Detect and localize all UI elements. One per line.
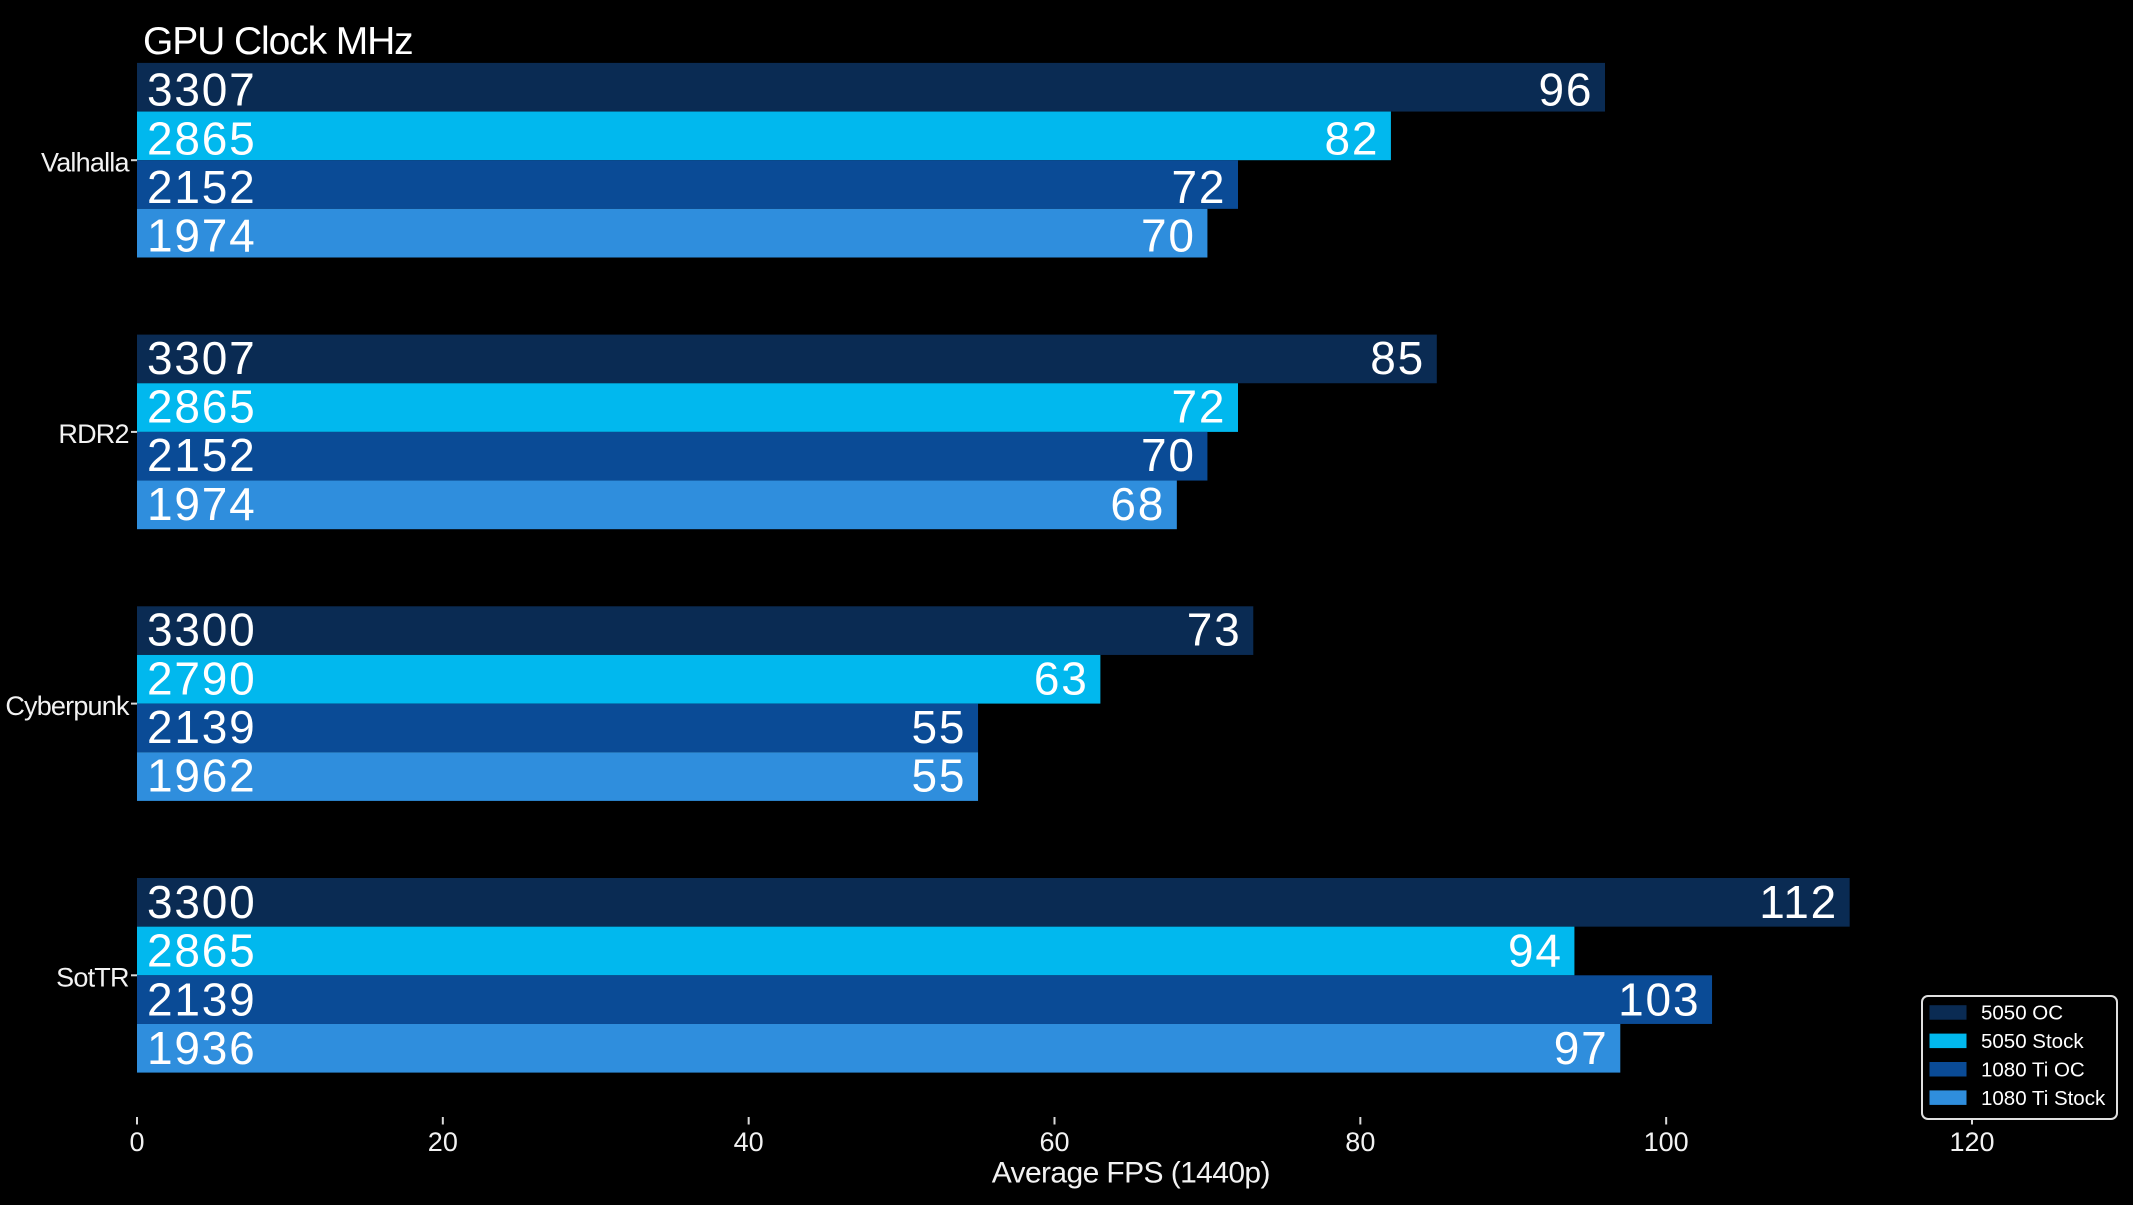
svg-text:3307: 3307 <box>147 64 257 116</box>
svg-text:5050 OC: 5050 OC <box>1981 1002 2063 1025</box>
svg-text:70: 70 <box>1141 429 1196 481</box>
svg-text:40: 40 <box>734 1127 764 1157</box>
svg-text:2790: 2790 <box>147 652 257 704</box>
svg-text:112: 112 <box>1759 876 1838 928</box>
svg-text:20: 20 <box>428 1127 458 1157</box>
svg-text:55: 55 <box>912 750 967 802</box>
svg-text:73: 73 <box>1187 604 1242 656</box>
svg-text:Average FPS (1440p): Average FPS (1440p) <box>992 1157 1270 1190</box>
svg-text:2152: 2152 <box>147 429 257 481</box>
svg-text:3307: 3307 <box>147 332 257 384</box>
svg-text:82: 82 <box>1324 112 1379 164</box>
svg-text:103: 103 <box>1618 973 1700 1025</box>
svg-text:2139: 2139 <box>147 973 257 1025</box>
svg-text:60: 60 <box>1039 1127 1069 1157</box>
svg-text:SotTR: SotTR <box>56 963 129 993</box>
svg-text:68: 68 <box>1110 478 1165 530</box>
svg-text:63: 63 <box>1034 652 1089 704</box>
svg-text:3300: 3300 <box>147 604 257 656</box>
svg-text:2152: 2152 <box>147 161 257 213</box>
svg-text:1962: 1962 <box>147 750 257 802</box>
svg-text:94: 94 <box>1508 925 1563 977</box>
svg-text:1080 Ti OC: 1080 Ti OC <box>1981 1058 2085 1081</box>
svg-text:2865: 2865 <box>147 925 257 977</box>
svg-text:2139: 2139 <box>147 701 257 753</box>
svg-text:72: 72 <box>1172 161 1227 213</box>
svg-text:RDR2: RDR2 <box>58 419 128 449</box>
svg-text:1974: 1974 <box>147 210 257 262</box>
svg-text:3300: 3300 <box>147 876 257 928</box>
svg-text:97: 97 <box>1554 1022 1609 1074</box>
svg-text:70: 70 <box>1141 210 1196 262</box>
svg-text:GPU Clock MHz: GPU Clock MHz <box>143 20 413 63</box>
svg-text:1974: 1974 <box>147 478 257 530</box>
svg-text:72: 72 <box>1172 381 1227 433</box>
svg-text:55: 55 <box>912 701 967 753</box>
svg-text:Cyberpunk: Cyberpunk <box>5 691 130 721</box>
svg-text:120: 120 <box>1949 1127 1994 1157</box>
svg-text:2865: 2865 <box>147 381 257 433</box>
svg-text:1080 Ti Stock: 1080 Ti Stock <box>1981 1087 2106 1110</box>
svg-text:100: 100 <box>1644 1127 1689 1157</box>
svg-text:1936: 1936 <box>147 1022 257 1074</box>
svg-text:96: 96 <box>1539 64 1594 116</box>
svg-text:5050 Stock: 5050 Stock <box>1981 1030 2084 1053</box>
svg-text:85: 85 <box>1370 332 1425 384</box>
svg-text:80: 80 <box>1345 1127 1375 1157</box>
svg-text:Valhalla: Valhalla <box>41 148 130 178</box>
svg-text:0: 0 <box>129 1127 144 1157</box>
svg-text:2865: 2865 <box>147 112 257 164</box>
